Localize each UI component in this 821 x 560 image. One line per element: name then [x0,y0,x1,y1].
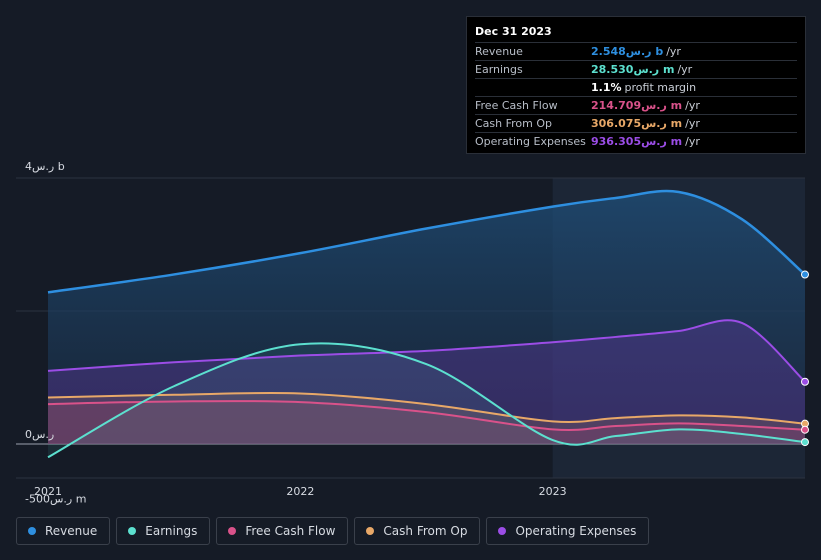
legend: Revenue Earnings Free Cash Flow Cash From O… [16,517,650,545]
operating-expenses-endpoint [801,377,809,386]
tooltip-row: Operating Expenses 936.305ر.س m/yr [475,132,797,150]
tooltip-label: Operating Expenses [475,135,586,148]
x-tick-label: 2023 [539,485,567,498]
legend-label: Cash From Op [383,524,468,538]
tooltip-value: 214.709ر.س m [591,99,683,112]
tooltip-unit: /yr [666,45,681,58]
tooltip-label: Earnings [475,63,523,76]
tooltip-unit: /yr [685,135,700,148]
tooltip-row: 1.1% profit margin [475,78,797,96]
tooltip-value: 306.075ر.س m [591,117,683,130]
legend-label: Free Cash Flow [245,524,336,538]
x-tick-label: 2021 [34,485,62,498]
legend-item-free-cash-flow[interactable]: Free Cash Flow [216,517,349,545]
legend-dot-icon [498,527,507,535]
y-tick-label: -500ر.س m [25,492,86,505]
tooltip-unit: profit margin [624,81,697,94]
legend-item-cash-from-op[interactable]: Cash From Op [354,517,481,545]
revenue-endpoint [801,270,809,279]
legend-dot-icon [28,527,36,535]
tooltip-value: 28.530ر.س m [591,63,675,76]
operating-expenses-area [48,320,805,444]
earnings-area [48,343,805,458]
tooltip-unit: /yr [677,63,693,76]
tooltip-row: Free Cash Flow 214.709ر.س m/yr [475,96,797,114]
legend-label: Earnings [145,524,198,538]
free-cash-flow-line [47,399,806,432]
operating-expenses-line [47,319,806,383]
revenue-line [47,189,806,294]
tooltip-value: 936.305ر.س m [591,135,683,148]
y-tick-label: 0ر.س [25,428,54,441]
legend-dot-icon [366,527,375,535]
cash-from-op-area [48,392,805,444]
free-cash-flow-endpoint [801,425,809,434]
x-tick-label: 2022 [286,485,314,498]
y-tick-label: 4ر.س b [25,160,65,173]
legend-item-operating-expenses[interactable]: Operating Expenses [486,517,650,545]
tooltip-row: Earnings 28.530ر.س m/yr [475,60,797,78]
tooltip-label: Cash From Op [475,117,553,130]
tooltip-unit: /yr [685,99,700,112]
tooltip-row: Revenue 2.548ر.س b/yr [475,42,797,60]
earnings-line [47,342,806,459]
legend-label: Operating Expenses [515,524,637,538]
cash-from-op-line [47,391,806,425]
tooltip-value: 1.1% [591,81,622,94]
tooltip: Dec 31 2023 Revenue 2.548ر.س b/yr Earnings… [466,16,806,154]
legend-dot-icon [228,527,237,535]
tooltip-unit: /yr [685,117,700,130]
earnings-endpoint [801,438,809,447]
tooltip-row: Cash From Op 306.075ر.س m/yr [475,114,797,132]
legend-item-revenue[interactable]: Revenue [16,517,111,545]
revenue-area [48,190,805,444]
tooltip-value: 2.548ر.س b [591,45,664,58]
legend-dot-icon [128,527,137,535]
tooltip-label: Revenue [475,45,523,58]
tooltip-date: Dec 31 2023 [475,25,552,38]
free-cash-flow-area [48,400,805,444]
legend-label: Revenue [45,524,98,538]
tooltip-label: Free Cash Flow [475,99,558,112]
legend-item-earnings[interactable]: Earnings [116,517,211,545]
